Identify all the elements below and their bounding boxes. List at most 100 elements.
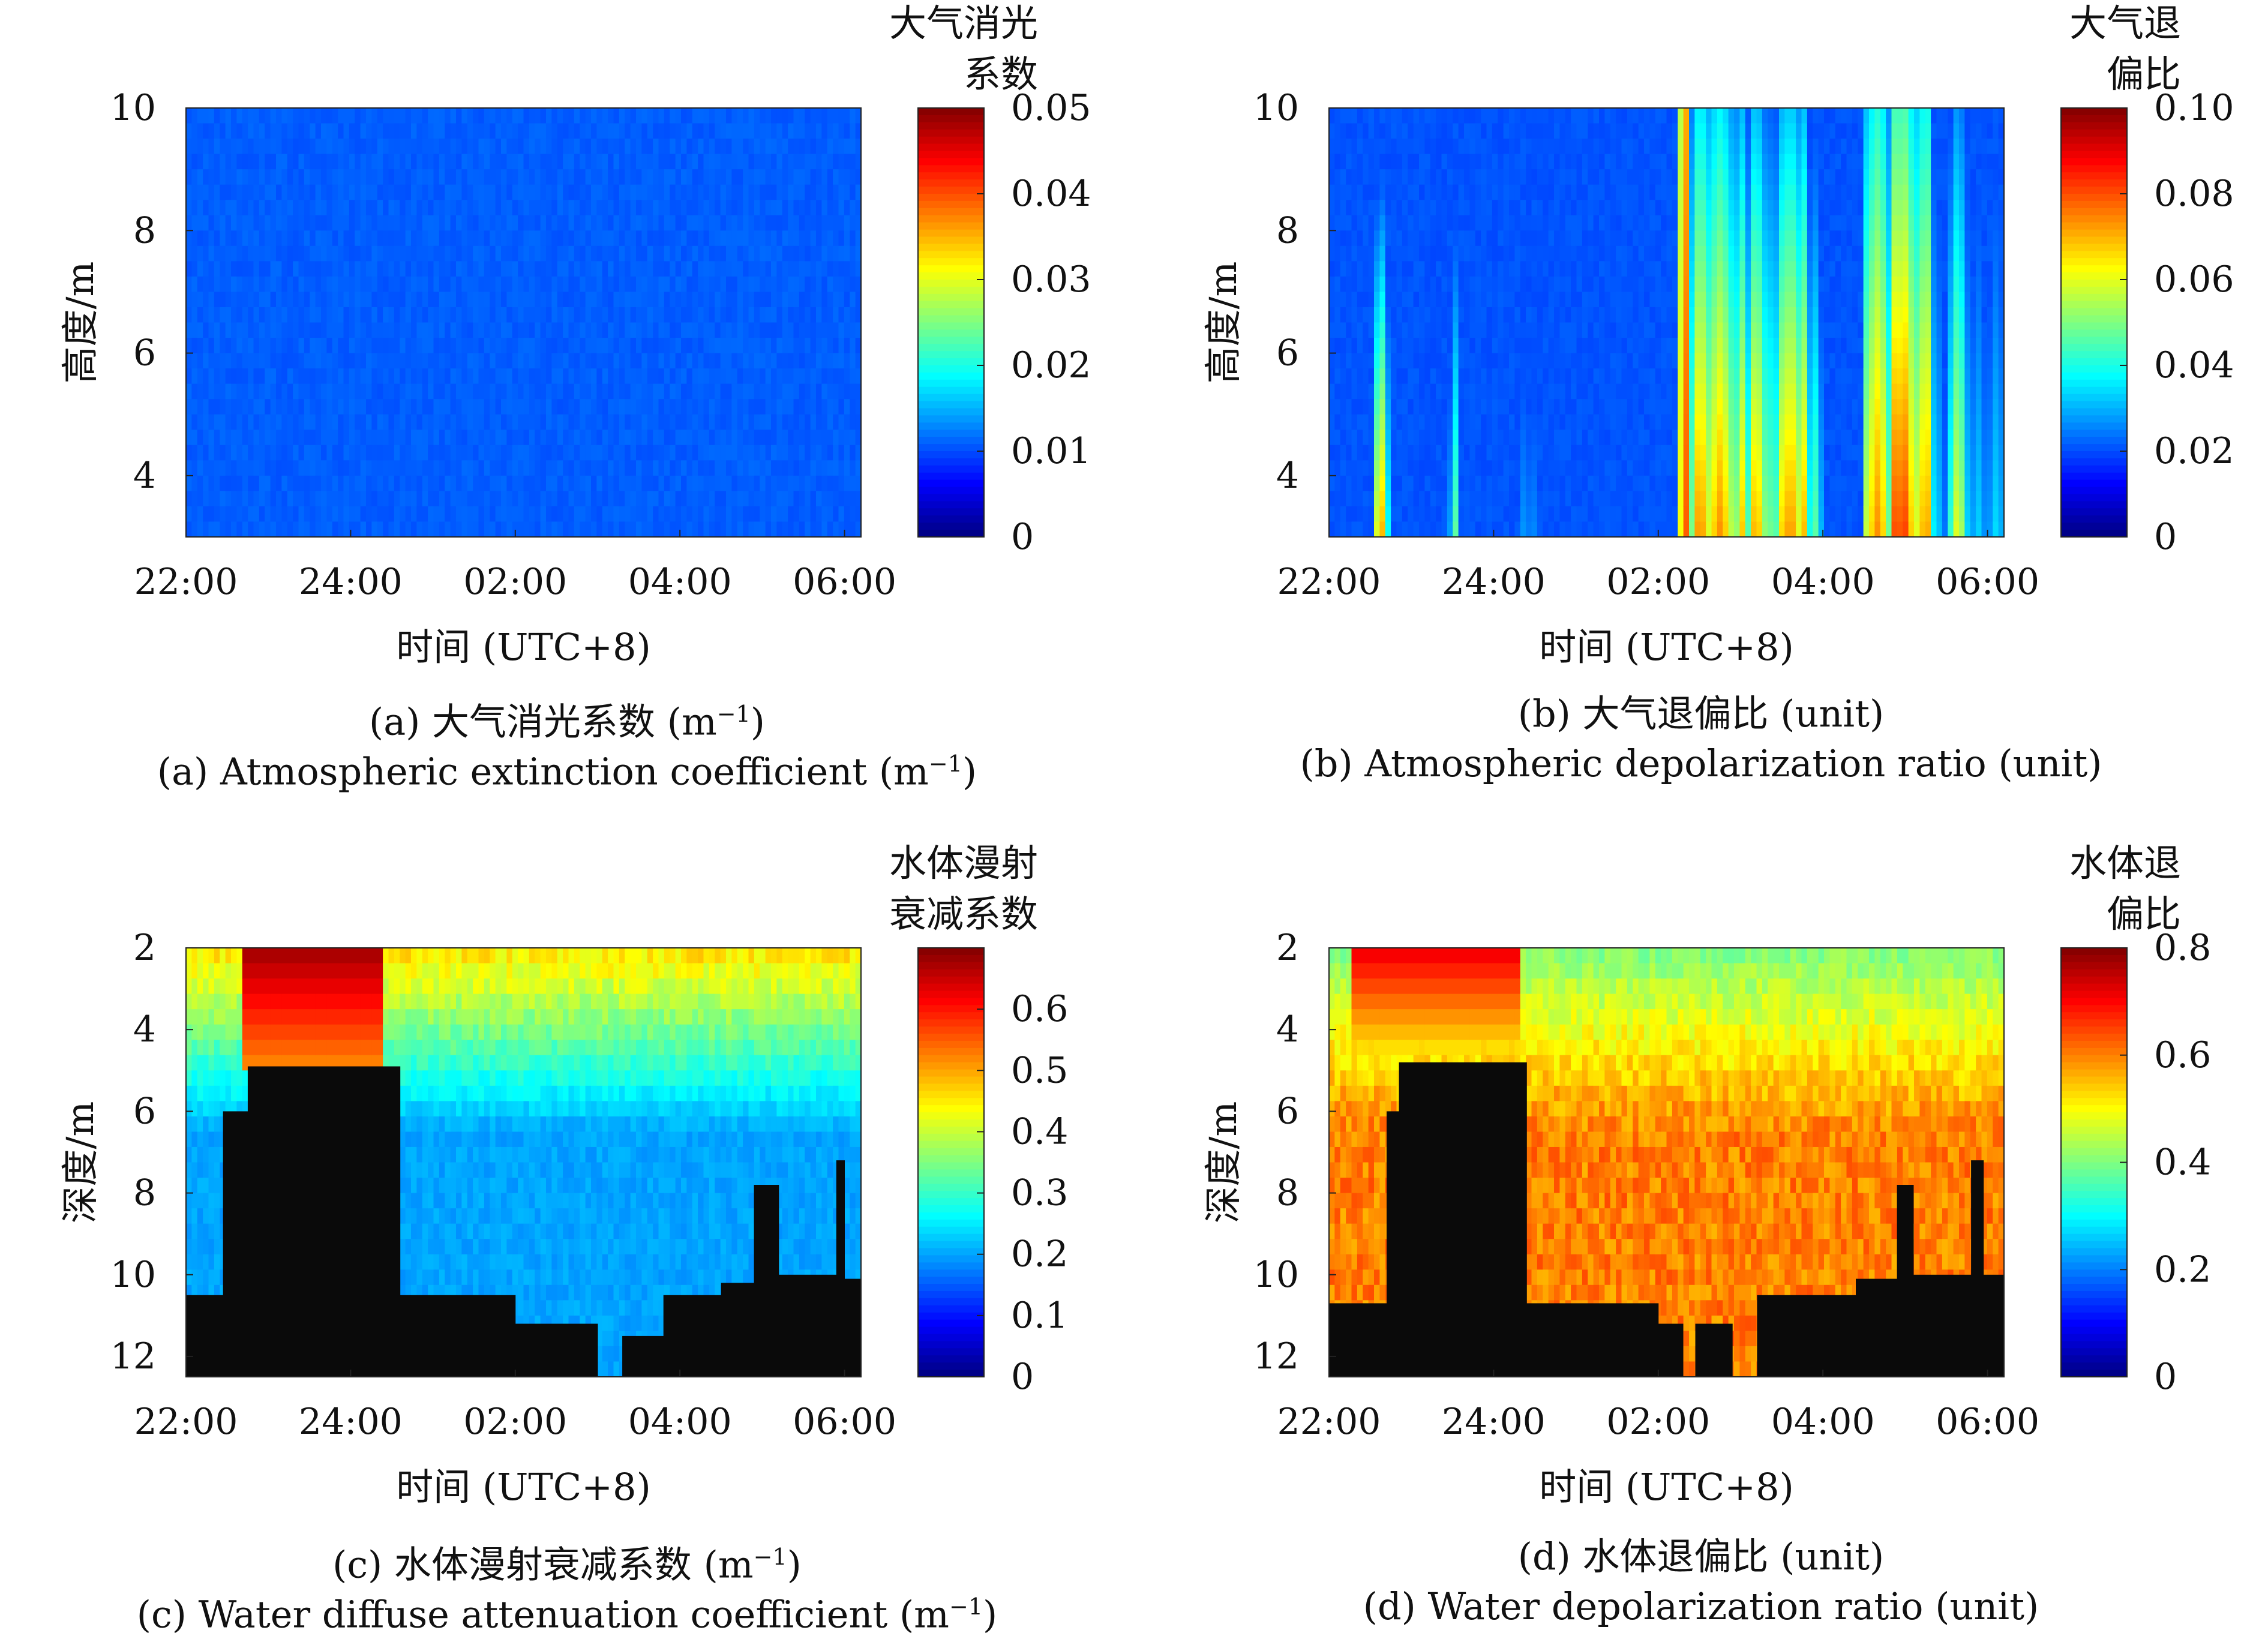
heatmap-cell xyxy=(1492,261,1498,277)
heatmap-cell xyxy=(1577,384,1583,400)
heatmap-cell xyxy=(805,445,811,461)
heatmap-cell xyxy=(586,460,592,476)
heatmap-cell xyxy=(850,338,856,353)
heatmap-cell xyxy=(1627,491,1633,506)
heatmap-cell xyxy=(821,415,827,430)
heatmap-cell xyxy=(209,445,215,461)
heatmap-cell xyxy=(681,108,687,124)
heatmap-cell xyxy=(1447,353,1453,369)
heatmap-cell xyxy=(1430,338,1436,353)
heatmap-cell xyxy=(1616,230,1622,246)
heatmap-cell xyxy=(1469,476,1475,491)
heatmap-cell xyxy=(371,124,377,139)
heatmap-cell xyxy=(1543,124,1549,139)
heatmap-cell xyxy=(586,338,592,353)
heatmap-cell xyxy=(332,124,338,139)
heatmap-cell xyxy=(619,124,625,139)
heatmap-cell xyxy=(1357,415,1363,430)
heatmap-cell xyxy=(1329,521,1335,537)
heatmap-cell xyxy=(631,292,637,307)
heatmap-cell xyxy=(1509,430,1515,445)
heatmap-cell xyxy=(316,415,322,430)
heatmap-cell xyxy=(1504,353,1510,369)
heatmap-cell xyxy=(619,261,625,277)
heatmap-cell xyxy=(293,521,299,537)
heatmap-cell xyxy=(445,277,451,292)
heatmap-cell xyxy=(821,476,827,491)
heatmap-cell xyxy=(698,399,704,415)
heatmap-cell xyxy=(400,169,406,185)
heatmap-cell xyxy=(1334,185,1340,200)
heatmap-cell xyxy=(788,307,794,323)
heatmap-cell xyxy=(596,307,602,323)
heatmap-cell xyxy=(1430,506,1436,522)
heatmap-cell xyxy=(506,430,512,445)
heatmap-cell xyxy=(1532,445,1538,461)
heatmap-cell xyxy=(293,108,299,124)
heatmap-cell xyxy=(1447,139,1453,154)
heatmap-cell xyxy=(191,215,197,231)
heatmap-cell xyxy=(1363,108,1369,124)
heatmap-cell xyxy=(1532,200,1538,215)
heatmap-cell xyxy=(760,292,766,307)
heatmap-cell xyxy=(1599,476,1605,491)
heatmap-cell xyxy=(416,521,422,537)
heatmap-cell xyxy=(766,215,772,231)
heatmap-cell xyxy=(698,460,704,476)
heatmap-cell xyxy=(1543,185,1549,200)
heatmap-cell xyxy=(254,476,260,491)
heatmap-cell xyxy=(776,445,782,461)
heatmap-cell xyxy=(316,353,322,369)
heatmap-cell xyxy=(625,261,631,277)
heatmap-cell xyxy=(209,277,215,292)
heatmap-cell xyxy=(276,430,282,445)
heatmap-cell xyxy=(186,445,192,461)
heatmap-cell xyxy=(721,384,727,400)
heatmap-cell xyxy=(394,185,400,200)
heatmap-cell xyxy=(191,154,197,170)
heatmap-cell xyxy=(1532,185,1538,200)
heatmap-cell xyxy=(771,169,777,185)
heatmap-cell xyxy=(461,292,467,307)
heatmap-cell xyxy=(344,185,350,200)
heatmap-cell xyxy=(501,384,507,400)
heatmap-cell xyxy=(811,277,817,292)
heatmap-cell xyxy=(394,277,400,292)
heatmap-cell xyxy=(1633,139,1639,154)
heatmap-cell xyxy=(1633,323,1639,338)
heatmap-cell xyxy=(1459,521,1465,537)
heatmap-cell xyxy=(1346,415,1352,430)
heatmap-cell xyxy=(226,353,232,369)
heatmap-cell xyxy=(731,476,737,491)
heatmap-cell xyxy=(226,506,232,522)
heatmap-cell xyxy=(1374,261,1380,277)
heatmap-cell xyxy=(591,169,597,185)
heatmap-cell xyxy=(326,445,332,461)
heatmap-cell xyxy=(1526,154,1532,170)
heatmap-cell xyxy=(434,506,440,522)
heatmap-cell xyxy=(805,460,811,476)
heatmap-cell xyxy=(771,323,777,338)
heatmap-cell xyxy=(799,460,805,476)
heatmap-cell xyxy=(236,415,242,430)
heatmap-cell xyxy=(546,261,552,277)
heatmap-cell xyxy=(287,292,293,307)
heatmap-cell xyxy=(1414,200,1420,215)
heatmap-cell xyxy=(721,307,727,323)
heatmap-cell xyxy=(422,323,428,338)
heatmap-cell xyxy=(676,430,682,445)
heatmap-cell xyxy=(1526,415,1532,430)
heatmap-cell xyxy=(1577,230,1583,246)
heatmap-cell xyxy=(242,108,248,124)
heatmap-cell xyxy=(844,154,850,170)
heatmap-cell xyxy=(231,323,237,338)
heatmap-cell xyxy=(203,261,209,277)
heatmap-cell xyxy=(361,215,367,231)
heatmap-cell xyxy=(563,445,569,461)
heatmap-cell xyxy=(321,521,327,537)
heatmap-cell xyxy=(1329,368,1335,384)
heatmap-cell xyxy=(1329,139,1335,154)
heatmap-cell xyxy=(1633,154,1639,170)
heatmap-cell xyxy=(1334,460,1340,476)
heatmap-cell xyxy=(1492,246,1498,262)
